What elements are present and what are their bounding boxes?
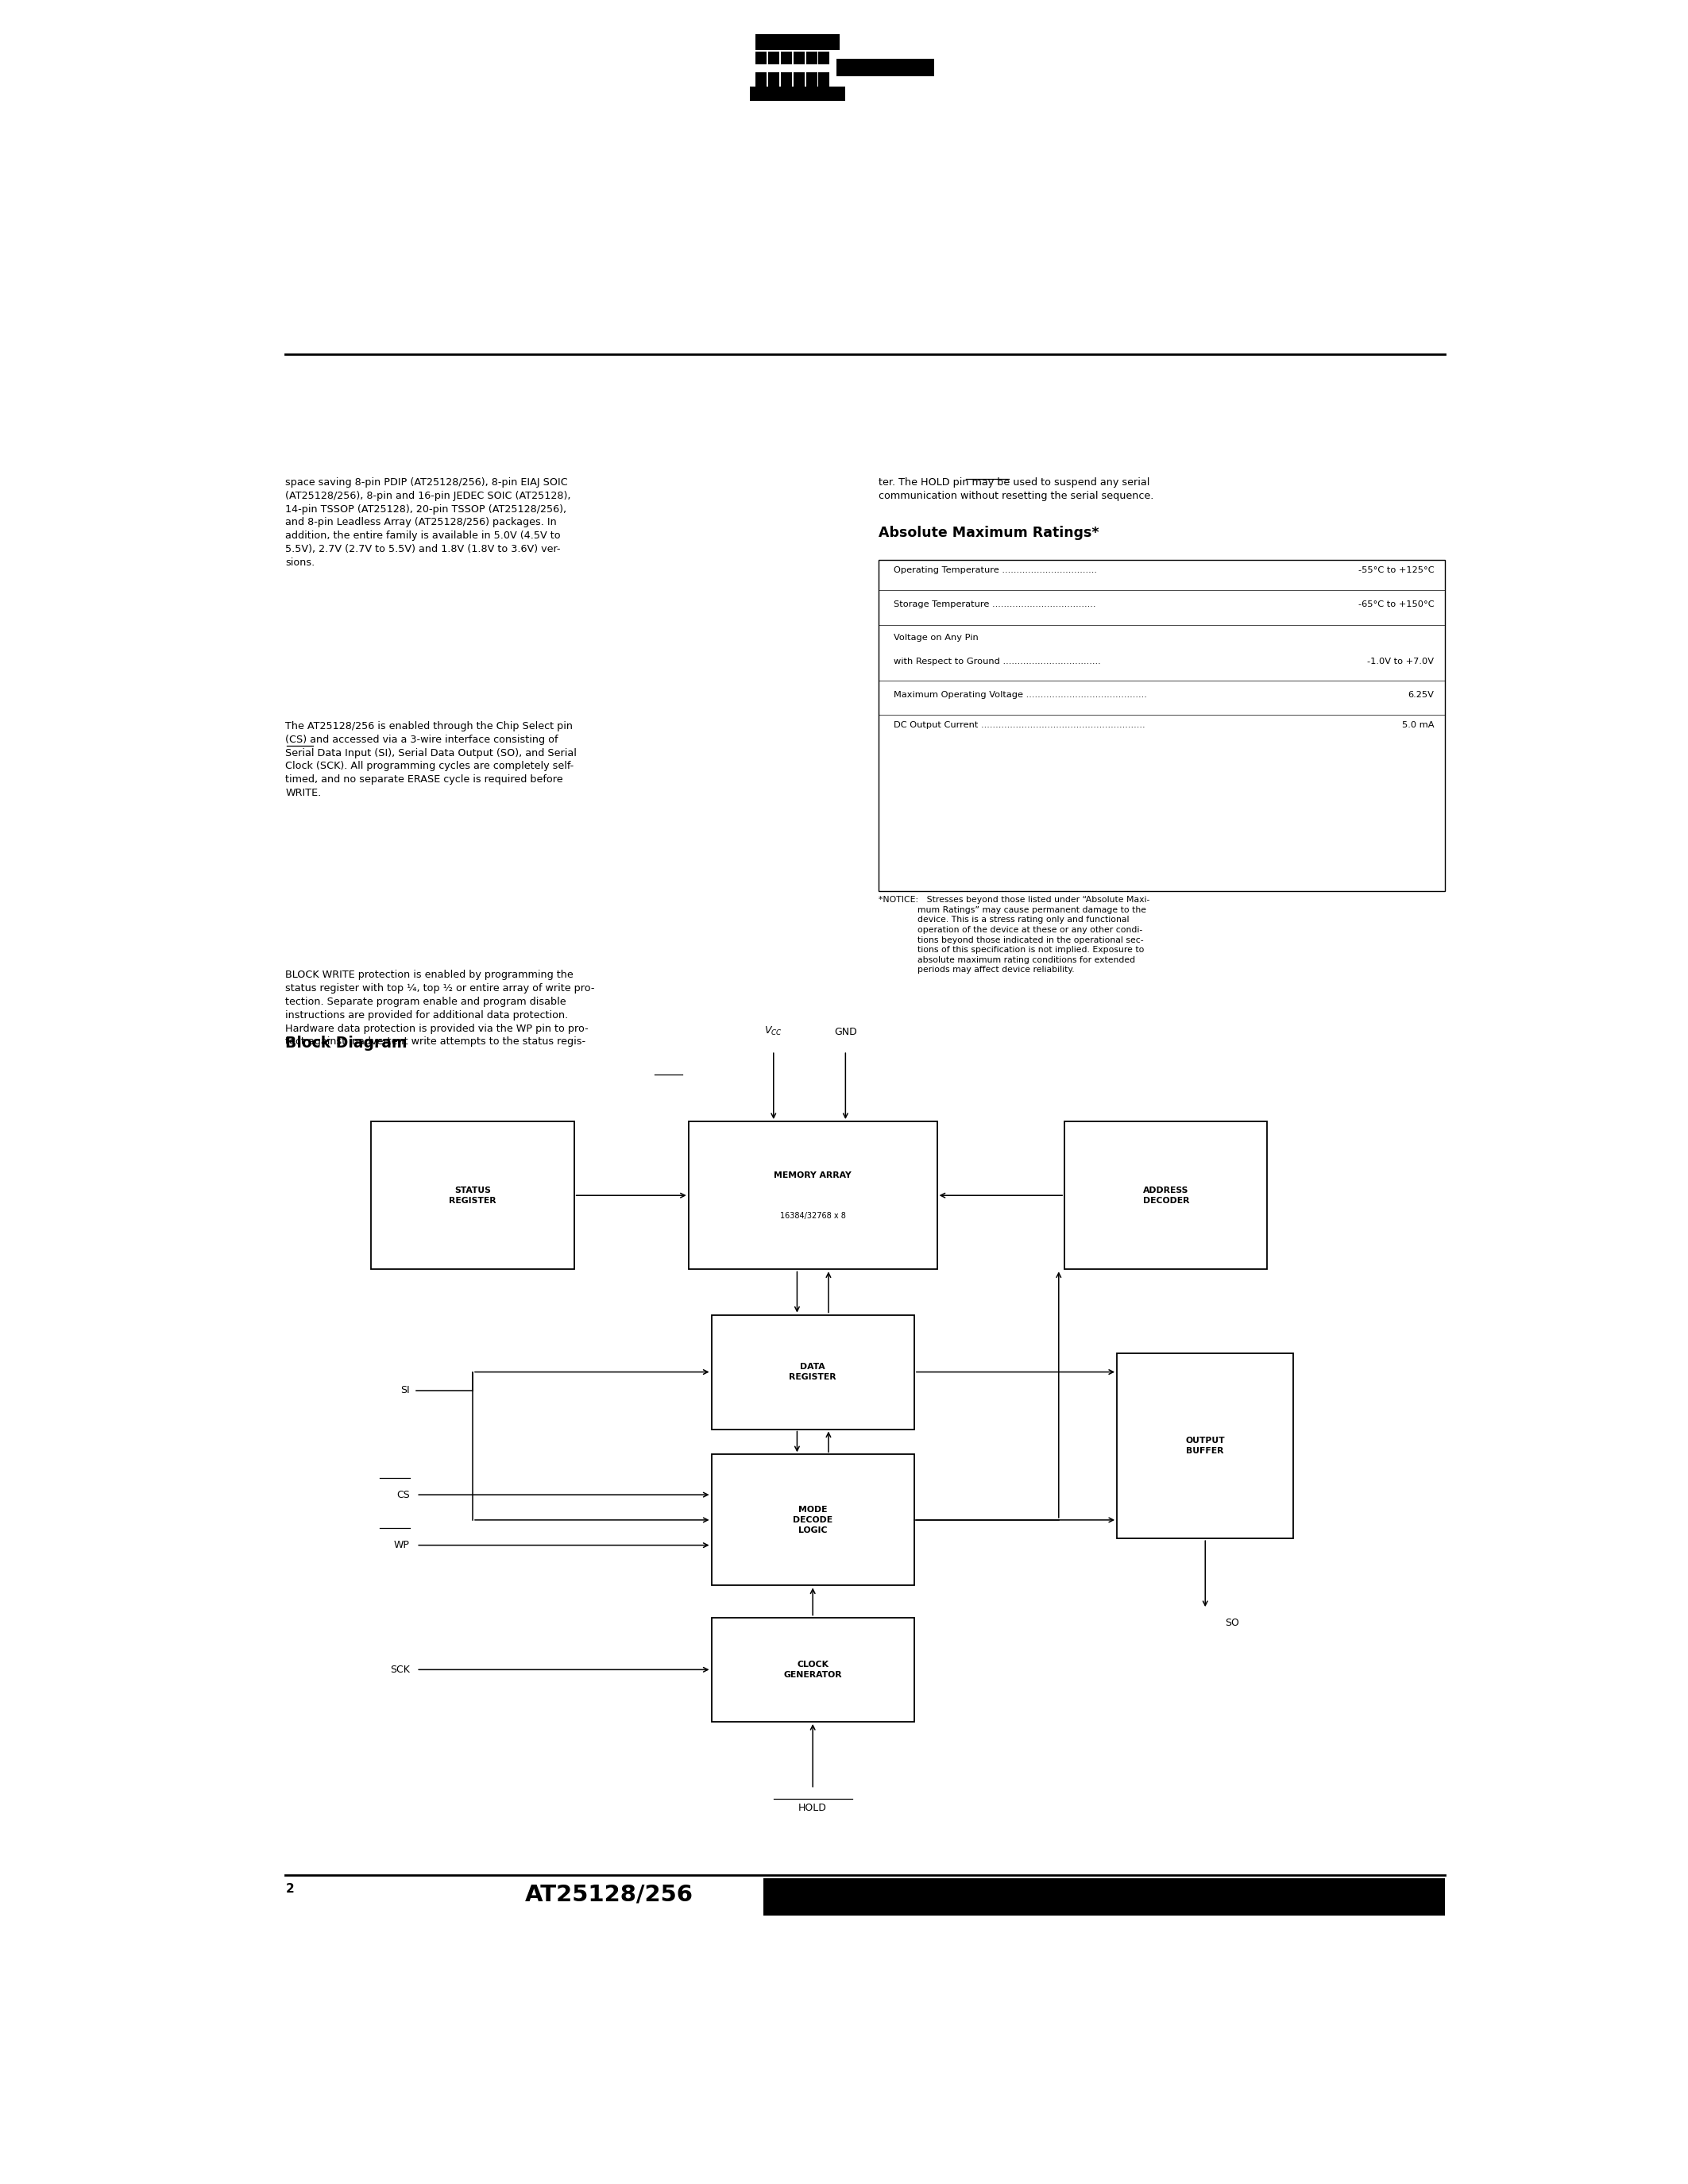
Bar (878, 559, 1445, 891)
Text: CS: CS (397, 1489, 410, 1500)
Bar (768, 52, 780, 87)
Text: -1.0V to +7.0V: -1.0V to +7.0V (1367, 657, 1435, 666)
Text: Voltage on Any Pin: Voltage on Any Pin (895, 633, 979, 642)
Text: STATUS
REGISTER: STATUS REGISTER (449, 1186, 496, 1203)
Text: SO: SO (1225, 1618, 1239, 1627)
Text: with Respect to Ground ..................................: with Respect to Ground .................… (895, 657, 1101, 666)
Bar (689, 1120, 937, 1269)
Text: Absolute Maximum Ratings*: Absolute Maximum Ratings* (878, 526, 1099, 539)
Bar (711, 1315, 915, 1428)
Text: 6.25V: 6.25V (1408, 690, 1435, 699)
Text: 2: 2 (285, 1883, 294, 1896)
Text: 5.0 mA: 5.0 mA (1403, 721, 1435, 729)
Bar (711, 1455, 915, 1586)
Text: SI: SI (400, 1385, 410, 1396)
Text: ADDRESS
DECODER: ADDRESS DECODER (1143, 1186, 1190, 1203)
Text: Storage Temperature ....................................: Storage Temperature ....................… (895, 601, 1096, 607)
Bar (371, 1120, 574, 1269)
Text: DATA
REGISTER: DATA REGISTER (788, 1363, 837, 1380)
Bar (782, 52, 792, 87)
Text: $V_{CC}$: $V_{CC}$ (765, 1024, 783, 1037)
Text: WP: WP (393, 1540, 410, 1551)
Bar (763, 1878, 1445, 1915)
Bar (749, 87, 846, 100)
Text: 16384/32768 x 8: 16384/32768 x 8 (780, 1212, 846, 1219)
Text: BLOCK WRITE protection is enabled by programming the
status register with top ¼,: BLOCK WRITE protection is enabled by pro… (285, 970, 594, 1046)
Text: Block Diagram: Block Diagram (285, 1035, 407, 1051)
Text: The AT25128/256 is enabled through the Chip Select pin
(CS) and accessed via a 3: The AT25128/256 is enabled through the C… (285, 721, 577, 797)
Bar (819, 52, 829, 87)
Bar (1117, 1354, 1293, 1538)
Text: MODE
DECODE
LOGIC: MODE DECODE LOGIC (793, 1505, 832, 1533)
Bar (756, 52, 766, 87)
Bar (756, 63, 829, 72)
Text: *NOTICE:   Stresses beyond those listed under “Absolute Maxi-
              mum : *NOTICE: Stresses beyond those listed un… (878, 895, 1150, 974)
Text: OUTPUT
BUFFER: OUTPUT BUFFER (1185, 1437, 1225, 1455)
Text: space saving 8-pin PDIP (AT25128/256), 8-pin EIAJ SOIC
(AT25128/256), 8-pin and : space saving 8-pin PDIP (AT25128/256), 8… (285, 478, 571, 568)
Text: -55°C to +125°C: -55°C to +125°C (1359, 566, 1435, 574)
Text: HOLD: HOLD (798, 1802, 827, 1813)
Text: GND: GND (834, 1026, 858, 1037)
Bar (756, 35, 839, 50)
Text: -65°C to +150°C: -65°C to +150°C (1359, 601, 1435, 607)
Text: AT25128/256: AT25128/256 (525, 1883, 694, 1904)
Text: MEMORY ARRAY: MEMORY ARRAY (773, 1171, 852, 1179)
Text: CLOCK
GENERATOR: CLOCK GENERATOR (783, 1660, 842, 1679)
Text: Operating Temperature .................................: Operating Temperature ..................… (895, 566, 1097, 574)
Text: DC Output Current .........................................................: DC Output Current ......................… (895, 721, 1146, 729)
Bar (793, 52, 805, 87)
Bar (805, 52, 817, 87)
Bar (837, 59, 933, 76)
Bar (1065, 1120, 1268, 1269)
Text: ter. The HOLD pin may be used to suspend any serial
communication without resett: ter. The HOLD pin may be used to suspend… (878, 478, 1153, 500)
Text: SCK: SCK (390, 1664, 410, 1675)
Bar (711, 1618, 915, 1721)
Text: Maximum Operating Voltage ..........................................: Maximum Operating Voltage ..............… (895, 690, 1148, 699)
